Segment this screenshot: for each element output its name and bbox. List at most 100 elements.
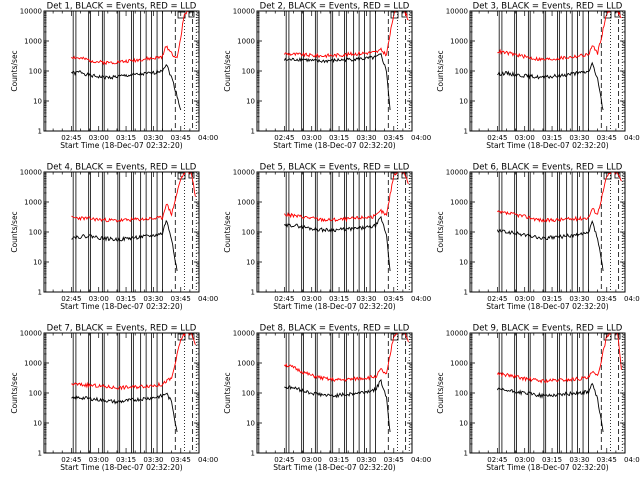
panel-title: Det 3, BLACK = Events, RED = LLD: [473, 2, 623, 12]
x-tick-label: 02:45: [274, 456, 294, 464]
y-tick-label: 100: [242, 390, 255, 398]
panel-det-1: Det 1, BLACK = Events, RED = LLD 1 10 100 10…: [10, 2, 218, 151]
x-tick-label: 03:15: [542, 134, 562, 142]
x-tick-label: 03:00: [302, 134, 322, 142]
y-tick-label: 100: [455, 390, 468, 398]
y-tick-label: 10: [459, 98, 468, 106]
x-tick-label: 03:15: [329, 134, 349, 142]
lld-series-line: [497, 172, 622, 223]
y-tick-label: 100: [455, 229, 468, 237]
y-tick-label: 10: [33, 259, 42, 267]
y-tick-label: 10000: [233, 169, 255, 177]
y-tick-label: 10: [33, 98, 42, 106]
x-tick-label: 03:45: [597, 134, 617, 142]
y-tick-label: 1000: [450, 360, 468, 368]
x-tick-label: 02:45: [274, 134, 294, 142]
marker-box: [177, 172, 186, 180]
x-tick-label: 02:45: [61, 456, 81, 464]
y-tick-label: 1000: [237, 360, 255, 368]
lld-series-line: [284, 11, 409, 59]
x-tick-label: 03:30: [569, 456, 589, 464]
marker-box: [188, 11, 195, 18]
panel-det-6: Det 6, BLACK = Events, RED = LLD 1 10 100 10…: [436, 163, 640, 312]
x-tick-label: 03:45: [171, 295, 191, 303]
plot-frame: [469, 10, 626, 132]
y-tick-label: 1000: [24, 199, 42, 207]
x-tick-label: 02:45: [274, 295, 294, 303]
x-tick-label: 03:30: [356, 456, 376, 464]
x-tick-label: 03:00: [515, 134, 535, 142]
y-tick-label: 1: [251, 128, 255, 136]
x-tick-label: 04:00: [411, 295, 431, 303]
x-tick-label: 03:15: [542, 456, 562, 464]
x-tick-label: 03:15: [116, 295, 136, 303]
x-tick-label: 03:45: [597, 456, 617, 464]
panel-det-7: Det 7, BLACK = Events, RED = LLD 1 10 100 10…: [10, 324, 218, 473]
y-tick-label: 100: [29, 68, 42, 76]
plot-frame: [256, 332, 413, 454]
y-axis-label: Counts/sec: [10, 372, 19, 413]
y-tick-label: 1000: [450, 199, 468, 207]
x-tick-label: 04:00: [198, 456, 218, 464]
y-tick-label: 10000: [20, 169, 42, 177]
marker-box: [177, 333, 186, 341]
lld-series-line: [284, 172, 409, 223]
plot-frame: [43, 171, 200, 293]
x-tick-label: 04:00: [411, 456, 431, 464]
y-tick-label: 10000: [446, 8, 468, 16]
x-tick-label: 03:30: [356, 134, 376, 142]
x-tick-label: 03:00: [515, 456, 535, 464]
y-tick-label: 10000: [233, 8, 255, 16]
x-tick-label: 03:30: [569, 295, 589, 303]
marker-box: [603, 333, 612, 341]
events-series-line: [496, 382, 604, 433]
x-tick-label: 03:00: [302, 295, 322, 303]
y-tick-label: 10: [33, 420, 42, 428]
plot-frame: [256, 10, 413, 132]
x-tick-label: 02:45: [487, 456, 507, 464]
panel-title: Det 9, BLACK = Events, RED = LLD: [473, 324, 623, 334]
lld-series-line: [284, 333, 409, 382]
events-series-line: [283, 52, 391, 111]
x-axis-label: Start Time (18-Dec-07 02:32:20): [60, 141, 182, 150]
x-tick-label: 04:00: [624, 295, 640, 303]
y-tick-label: 10000: [20, 8, 42, 16]
y-tick-label: 1: [464, 289, 468, 297]
y-tick-label: 10000: [446, 330, 468, 338]
events-series-line: [71, 219, 178, 272]
y-axis-label: Counts/sec: [223, 372, 232, 413]
x-tick-label: 04:00: [198, 134, 218, 142]
y-tick-label: 10: [246, 259, 255, 267]
panel-det-5: Det 5, BLACK = Events, RED = LLD 1 10 100 10…: [223, 163, 431, 312]
panel-title: Det 8, BLACK = Events, RED = LLD: [260, 324, 410, 334]
y-tick-label: 1: [38, 289, 42, 297]
x-tick-label: 03:45: [171, 456, 191, 464]
y-axis-label: Counts/sec: [10, 211, 19, 252]
y-tick-label: 10: [459, 420, 468, 428]
y-axis-label: Counts/sec: [436, 211, 445, 252]
plot-frame: [256, 171, 413, 293]
x-tick-label: 03:45: [384, 456, 404, 464]
x-axis-label: Start Time (18-Dec-07 02:32:20): [273, 463, 395, 472]
panel-title: Det 4, BLACK = Events, RED = LLD: [47, 163, 197, 173]
panel-title: Det 5, BLACK = Events, RED = LLD: [260, 163, 410, 173]
x-tick-label: 03:30: [143, 295, 163, 303]
lld-series-line: [71, 11, 196, 66]
y-tick-label: 1000: [237, 38, 255, 46]
panel-title: Det 2, BLACK = Events, RED = LLD: [260, 2, 410, 12]
x-tick-label: 04:00: [411, 134, 431, 142]
x-axis-label: Start Time (18-Dec-07 02:32:20): [486, 141, 608, 150]
y-axis-label: Counts/sec: [223, 50, 232, 91]
lld-series-line: [497, 333, 622, 384]
x-tick-label: 03:30: [143, 456, 163, 464]
x-tick-label: 03:15: [116, 134, 136, 142]
y-tick-label: 10000: [20, 330, 42, 338]
lld-series-line: [71, 333, 196, 391]
y-tick-label: 1000: [237, 199, 255, 207]
events-series-line: [71, 392, 178, 433]
marker-box: [390, 333, 399, 341]
marker-box: [390, 172, 399, 180]
x-tick-label: 02:45: [61, 295, 81, 303]
panel-det-2: Det 2, BLACK = Events, RED = LLD 1 10 100 10…: [223, 2, 431, 151]
